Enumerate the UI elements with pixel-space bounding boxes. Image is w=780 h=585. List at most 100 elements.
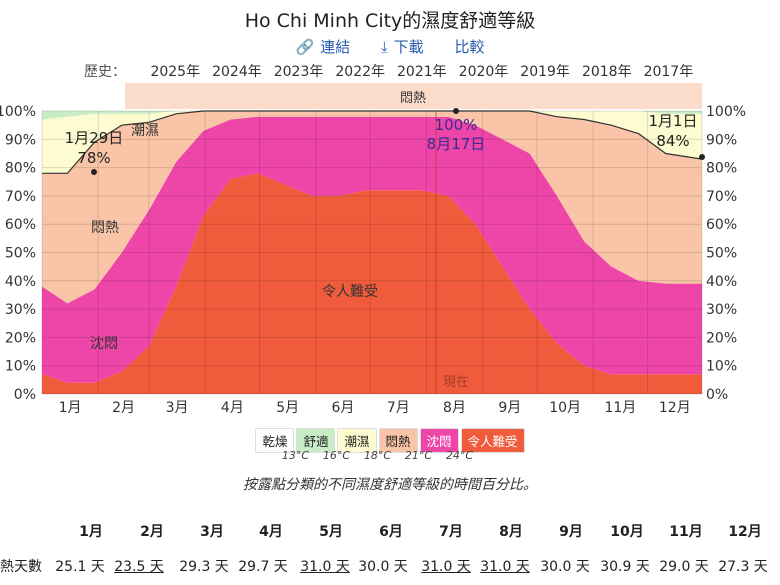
history-year-link[interactable]: 2017年 — [643, 64, 694, 80]
series-area-1 — [42, 116, 702, 383]
compare-link[interactable]: 比較 — [454, 38, 485, 56]
table-header-cell: 10月 — [610, 524, 644, 540]
action-bar: 🔗 連結 ⤓ 下載 比較 — [0, 36, 780, 57]
y-tick-left: 90% — [5, 132, 36, 148]
area-label: 沈悶 — [90, 336, 118, 352]
chart-caption: 按露點分類的不同濕度舒適等級的時間百分比。 — [243, 477, 537, 493]
annotation-point — [91, 169, 97, 175]
table-cell: 29.0 天 — [659, 559, 709, 575]
table-header-cell: 2月 — [140, 524, 164, 540]
legend-item: 潮濕 — [337, 428, 377, 453]
table-cell: 30.9 天 — [600, 559, 650, 575]
table-header-cell: 5月 — [319, 524, 343, 540]
chart-legend: 乾燥 舒適 潮濕 悶熱 沈悶 令人難受 — [0, 428, 780, 453]
series-area-0 — [42, 173, 702, 394]
table-row: 熱天數 25.1 天 23.5 天 29.3 天 29.7 天 31.0 天 30.0 天… — [0, 556, 780, 576]
table-cell: 31.0 天 — [421, 559, 471, 575]
y-tick-right: 100% — [706, 104, 746, 120]
legend-thresholds: 13°C 16°C 18°C 21°C 24°C — [0, 449, 780, 465]
link-icon: 🔗 — [295, 38, 315, 56]
table-cell: 30.0 天 — [540, 559, 590, 575]
history-year-link[interactable]: 2020年 — [458, 64, 509, 80]
table-row-label: 熱天數 — [0, 559, 42, 575]
annotation-point — [453, 108, 459, 114]
link-label: 連結 — [320, 38, 351, 56]
annotation-date: 1月1日 — [648, 112, 697, 130]
area-label: 潮濕 — [131, 123, 159, 139]
download-label: 下載 — [393, 38, 424, 56]
table-header-cell: 1月 — [79, 524, 103, 540]
table-header-cell: 3月 — [200, 524, 224, 540]
table-cell: 23.5 天 — [114, 559, 164, 575]
download-button[interactable]: ⤓ 下載 — [381, 38, 424, 56]
y-tick-right: 90% — [706, 132, 737, 148]
annotation-point — [699, 154, 705, 160]
y-tick-right: 80% — [706, 161, 737, 177]
y-tick-left: 80% — [5, 161, 36, 177]
legend-threshold: 21°C — [404, 449, 433, 462]
legend-threshold: 18°C — [363, 449, 392, 462]
y-tick-right: 50% — [706, 246, 737, 262]
y-tick-right: 20% — [706, 330, 737, 346]
x-tick-label: 8月 — [443, 400, 466, 416]
link-button[interactable]: 🔗 連結 — [296, 38, 351, 56]
x-tick-label: 2月 — [112, 400, 135, 416]
y-tick-left: 0% — [14, 387, 36, 403]
history-year-link[interactable]: 2022年 — [335, 64, 386, 80]
y-tick-left: 70% — [5, 189, 36, 205]
x-tick-label: 11月 — [604, 400, 636, 416]
x-tick-label: 4月 — [221, 400, 244, 416]
download-icon: ⤓ — [381, 38, 388, 56]
history-year-link[interactable]: 2024年 — [212, 64, 262, 80]
history-year-link[interactable]: 2025年 — [150, 64, 201, 80]
band-muggy — [125, 83, 702, 109]
y-tick-right: 60% — [706, 217, 737, 233]
history-year-link[interactable]: 2023年 — [273, 64, 324, 80]
table-cell: 29.7 天 — [238, 559, 288, 575]
table-header-cell: 7月 — [439, 524, 463, 540]
legend-item: 乾燥 — [255, 428, 295, 453]
annotation-value: 84% — [656, 132, 689, 150]
history-year-link[interactable]: 2018年 — [581, 64, 632, 80]
y-tick-left: 60% — [5, 217, 36, 233]
y-tick-left: 50% — [5, 246, 36, 262]
table-header-cell: 8月 — [499, 524, 523, 540]
y-tick-left: 10% — [5, 359, 36, 375]
table-header-row: 1月 2月 3月 4月 5月 6月 7月 8月 9月 10月 11月 12月 — [0, 521, 780, 541]
y-tick-left: 40% — [5, 274, 36, 290]
series-area-4 — [42, 111, 702, 120]
x-tick-label: 3月 — [166, 400, 189, 416]
y-tick-left: 20% — [5, 330, 36, 346]
table-cell: 31.0 天 — [300, 559, 350, 575]
table-header-cell: 4月 — [259, 524, 283, 540]
annotation-value: 78% — [77, 149, 110, 167]
table-header-cell: 12月 — [728, 524, 762, 540]
summary-line — [42, 110, 703, 174]
x-tick-label: 1月 — [59, 400, 82, 416]
band-label: 悶熱 — [400, 91, 426, 106]
history-years: 歷史： 2025年 2024年 2023年 2022年 2021年 2020年 2019年 2… — [84, 61, 693, 81]
series-area-2 — [42, 111, 702, 304]
table-cell: 31.0 天 — [480, 559, 530, 575]
y-tick-right: 40% — [706, 274, 737, 290]
table-cell: 29.3 天 — [179, 559, 229, 575]
x-tick-label: 6月 — [332, 400, 355, 416]
history-label: 歷史： — [84, 64, 126, 80]
table-header-cell: 6月 — [379, 524, 403, 540]
x-tick-label: 10月 — [549, 400, 581, 416]
x-tick-label: 12月 — [659, 400, 691, 416]
annotation-date: 8月17日 — [427, 135, 486, 153]
legend-threshold: 13°C — [281, 449, 310, 462]
history-year-link[interactable]: 2021年 — [397, 64, 447, 80]
legend-threshold: 24°C — [445, 449, 474, 462]
annotation-date: 1月29日 — [65, 129, 124, 147]
table-cell: 25.1 天 — [55, 559, 105, 575]
now-label: 現在 — [443, 375, 469, 390]
plot-background — [42, 109, 702, 111]
y-tick-right: 0% — [706, 387, 728, 403]
x-tick-label: 7月 — [387, 400, 410, 416]
history-year-link[interactable]: 2019年 — [520, 64, 570, 80]
series-area-3 — [42, 111, 702, 174]
area-label: 令人難受 — [322, 284, 378, 300]
